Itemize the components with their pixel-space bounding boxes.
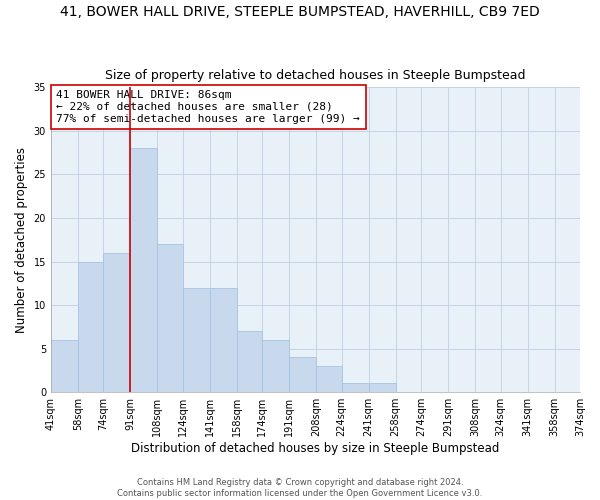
Bar [183, 288, 210, 392]
Text: 41, BOWER HALL DRIVE, STEEPLE BUMPSTEAD, HAVERHILL, CB9 7ED: 41, BOWER HALL DRIVE, STEEPLE BUMPSTEAD,… [60, 5, 540, 19]
Bar [78, 262, 103, 392]
Text: Contains HM Land Registry data © Crown copyright and database right 2024.
Contai: Contains HM Land Registry data © Crown c… [118, 478, 482, 498]
X-axis label: Distribution of detached houses by size in Steeple Bumpstead: Distribution of detached houses by size … [131, 442, 500, 455]
Bar [262, 340, 289, 392]
Title: Size of property relative to detached houses in Steeple Bumpstead: Size of property relative to detached ho… [105, 69, 526, 82]
Bar [289, 358, 316, 392]
Bar [368, 384, 395, 392]
Bar [130, 148, 157, 392]
Bar [157, 244, 183, 392]
Bar [316, 366, 341, 392]
Bar [210, 288, 237, 392]
Bar [103, 253, 130, 392]
Y-axis label: Number of detached properties: Number of detached properties [15, 147, 28, 333]
Bar [237, 331, 262, 392]
Bar [341, 384, 368, 392]
Text: 41 BOWER HALL DRIVE: 86sqm
← 22% of detached houses are smaller (28)
77% of semi: 41 BOWER HALL DRIVE: 86sqm ← 22% of deta… [56, 90, 360, 124]
Bar [51, 340, 78, 392]
